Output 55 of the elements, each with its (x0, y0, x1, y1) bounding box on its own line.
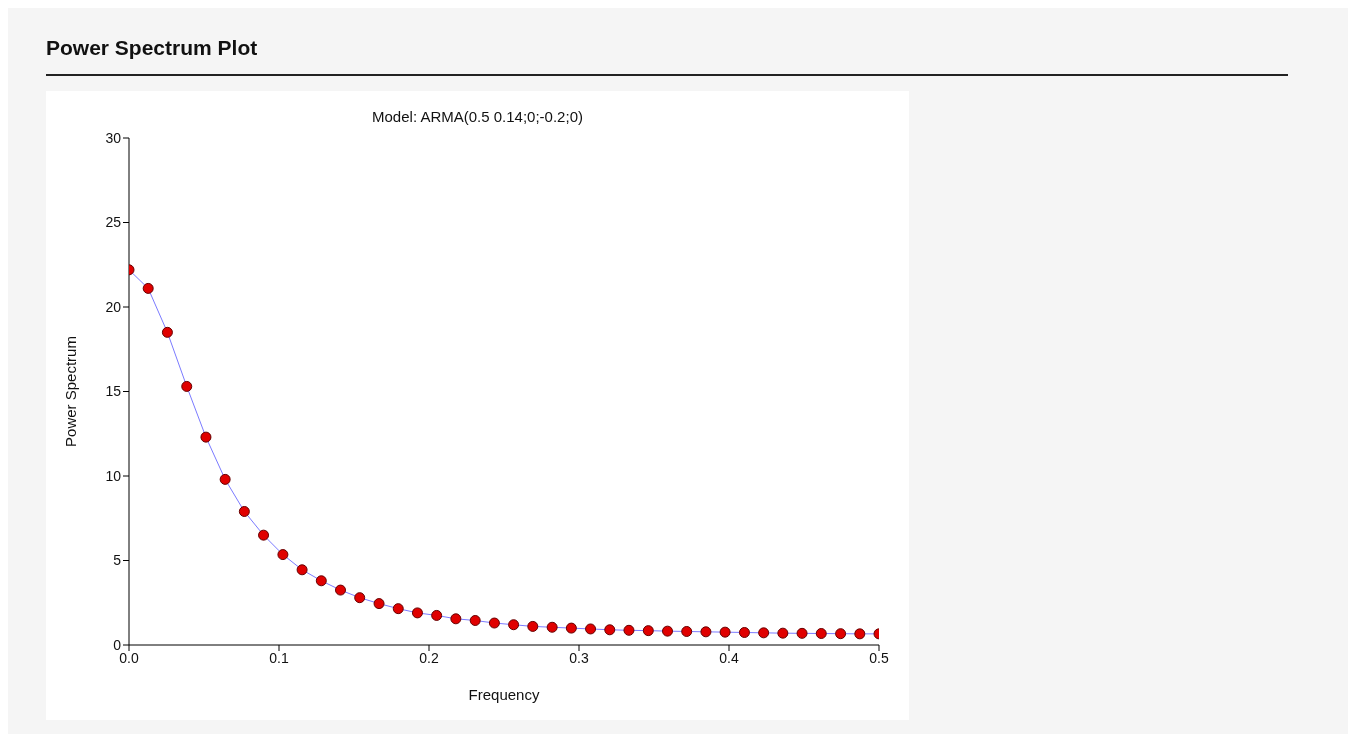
point (777, 627, 789, 639)
point (585, 623, 597, 635)
point (738, 626, 750, 638)
point (854, 628, 866, 640)
y-tick-label: 25 (105, 214, 122, 231)
y-tick-label: 30 (105, 129, 122, 146)
y-tick-label: 15 (105, 383, 122, 400)
x-tick-label: 0.2 (419, 649, 439, 666)
y-tick-label: 0 (113, 636, 122, 653)
point (181, 380, 193, 392)
y-axis-title: Power Spectrum (62, 336, 80, 447)
point (565, 622, 577, 634)
point (796, 627, 808, 639)
point (681, 625, 693, 637)
point (662, 625, 673, 637)
y-tick-label: 20 (105, 298, 122, 315)
point (469, 615, 481, 626)
point (758, 627, 770, 639)
point (431, 609, 443, 621)
point (354, 592, 366, 604)
point (700, 626, 712, 638)
point (161, 326, 173, 338)
y-tick-label: 10 (105, 467, 122, 484)
point (296, 564, 308, 576)
point (450, 613, 462, 625)
chart-subtitle: Model: ARMA(0.5 0.14;0;-0.2;0) (371, 108, 584, 125)
point (142, 282, 154, 294)
y-tick-label: 5 (113, 552, 122, 569)
point (508, 619, 520, 631)
point (488, 617, 500, 629)
point (546, 621, 558, 633)
point (642, 625, 654, 637)
point (335, 584, 346, 596)
point (604, 624, 616, 636)
point (373, 598, 385, 610)
x-tick-label: 0.3 (569, 649, 589, 666)
point (623, 624, 635, 636)
x-tick-label: 0.0 (119, 649, 139, 666)
x-tick-label: 0.4 (719, 649, 739, 666)
x-tick-label: 0.1 (269, 649, 289, 666)
point (258, 529, 270, 541)
point (315, 575, 327, 587)
point (392, 603, 404, 615)
point (200, 431, 212, 443)
point (219, 473, 231, 485)
point (815, 628, 827, 640)
x-axis-title: Frequency (468, 686, 540, 703)
point (277, 549, 289, 561)
point (719, 626, 731, 638)
point (527, 620, 539, 632)
x-tick-label: 0.5 (869, 649, 889, 666)
point (238, 505, 250, 517)
point (411, 607, 423, 619)
chart-title: Power Spectrum Plot (46, 36, 258, 60)
point (835, 628, 847, 640)
